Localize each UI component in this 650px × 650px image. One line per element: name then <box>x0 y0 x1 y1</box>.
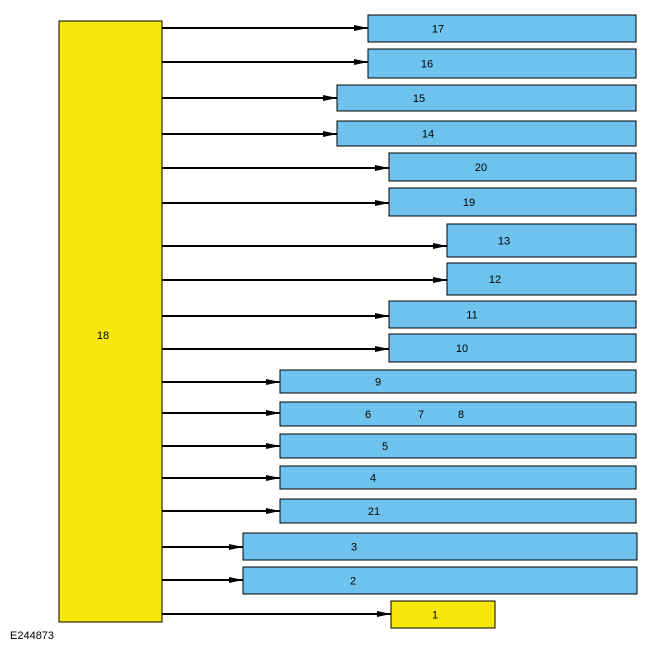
target-box <box>279 401 637 427</box>
target-box <box>446 223 637 258</box>
target-box <box>336 84 637 112</box>
target-label: 20 <box>475 162 487 174</box>
target-box <box>279 465 637 490</box>
source-box <box>58 20 163 623</box>
target-label: 5 <box>382 441 388 453</box>
target-box <box>367 48 637 79</box>
target-label: 9 <box>375 376 381 388</box>
target-label: 7 <box>418 409 424 421</box>
target-label: 19 <box>463 197 475 209</box>
target-box <box>388 187 637 217</box>
target-box <box>367 14 637 43</box>
target-label: 15 <box>413 93 425 105</box>
target-box <box>279 369 637 394</box>
target-box <box>388 333 637 363</box>
target-label: 14 <box>422 128 434 140</box>
target-label: 16 <box>421 58 433 70</box>
target-label: 13 <box>498 235 510 247</box>
target-label: 21 <box>368 506 380 518</box>
target-label: 3 <box>351 541 357 553</box>
target-label: 1 <box>432 609 438 621</box>
target-label: 11 <box>466 309 477 321</box>
target-box <box>390 600 496 629</box>
target-label: 17 <box>432 23 444 35</box>
target-label: 8 <box>458 409 464 421</box>
target-box <box>388 300 637 329</box>
target-box <box>388 152 637 182</box>
target-box <box>446 262 637 296</box>
target-box <box>279 498 637 524</box>
target-label: 4 <box>370 472 376 484</box>
target-label: 12 <box>489 274 501 286</box>
target-box <box>279 433 637 459</box>
target-label: 10 <box>456 343 468 355</box>
target-label: 2 <box>350 575 356 587</box>
target-box <box>242 532 638 561</box>
caption: E244873 <box>10 630 54 642</box>
target-box <box>336 120 637 147</box>
target-label: 6 <box>365 409 371 421</box>
target-box <box>242 566 638 595</box>
source-label: 18 <box>97 330 109 342</box>
